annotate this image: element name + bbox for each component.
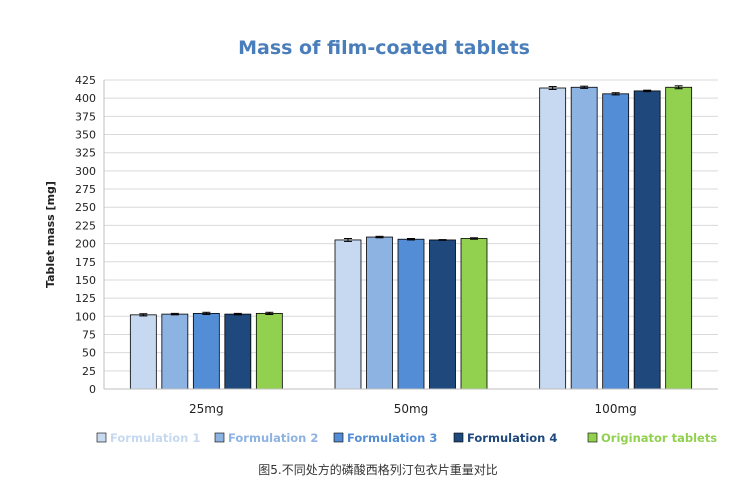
legend-swatch <box>453 432 464 443</box>
bar <box>366 236 393 390</box>
y-tick-label: 0 <box>89 383 96 396</box>
y-tick-label: 350 <box>75 129 96 142</box>
x-category-label: 25mg <box>189 402 224 416</box>
bar <box>460 238 488 390</box>
axes: 0 25 50 75 100 125 150 175 200 225 250 275 300 325 350… <box>75 74 718 416</box>
legend-swatch <box>96 432 107 443</box>
legend-swatch <box>333 432 344 443</box>
bar <box>397 238 425 390</box>
bar <box>161 313 189 390</box>
y-tick-label: 425 <box>75 74 96 87</box>
bar <box>539 87 567 390</box>
bar <box>665 86 693 390</box>
y-tick-label: 50 <box>82 347 96 360</box>
bar <box>224 313 252 390</box>
bar <box>192 312 220 390</box>
x-category-label: 50mg <box>394 402 429 416</box>
bar <box>129 314 157 390</box>
bar <box>633 90 661 390</box>
y-tick-label: 325 <box>75 147 96 160</box>
y-tick-label: 400 <box>75 92 96 105</box>
bar <box>255 312 283 390</box>
y-tick-label: 225 <box>75 219 96 232</box>
legend-label: Formulation 4 <box>467 431 557 445</box>
figure-caption: 图5.不同处方的磷酸西格列汀包衣片重量对比 <box>258 462 497 477</box>
y-tick-label: 250 <box>75 201 96 214</box>
y-tick-label: 100 <box>75 310 96 323</box>
y-tick-label: 275 <box>75 183 96 196</box>
legend-swatch <box>587 432 598 443</box>
legend-label: Formulation 2 <box>228 431 318 445</box>
y-axis-label: Tablet mass [mg] <box>44 181 57 288</box>
legend-label: Formulation 1 <box>110 431 200 445</box>
bars <box>129 85 693 390</box>
y-tick-label: 300 <box>75 165 96 178</box>
bar <box>429 239 456 390</box>
chart-title: Mass of film-coated tablets <box>238 37 530 59</box>
y-tick-label: 75 <box>82 328 96 341</box>
y-tick-label: 150 <box>75 274 96 287</box>
y-tick-label: 375 <box>75 110 96 123</box>
legend-label: Formulation 3 <box>347 431 437 445</box>
legend-label: Originator tablets <box>601 431 717 445</box>
legend-swatch <box>214 432 225 443</box>
legend: Formulation 1 Formulation 2 Formulation 3 F… <box>96 431 717 445</box>
y-tick-label: 125 <box>75 292 96 305</box>
bar <box>602 93 630 390</box>
bar <box>334 239 362 390</box>
y-tick-label: 200 <box>75 238 96 251</box>
y-tick-label: 175 <box>75 256 96 269</box>
y-tick-label: 25 <box>82 365 96 378</box>
bar <box>570 86 598 390</box>
x-category-label: 100mg <box>595 402 637 416</box>
